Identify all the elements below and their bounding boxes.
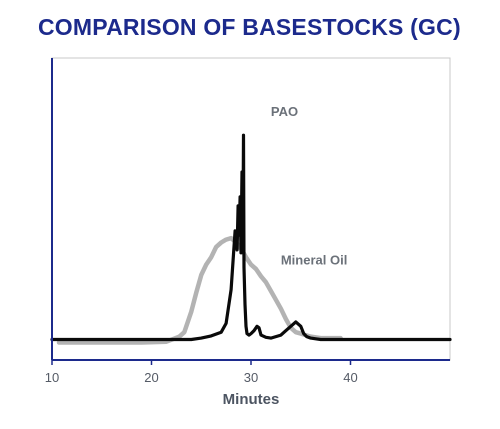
x-tick-label: 40 (343, 370, 357, 385)
mineral-oil-annotation: Mineral Oil (281, 253, 347, 268)
x-tick-label: 30 (244, 370, 258, 385)
chart-title: COMPARISON OF BASESTOCKS (GC) (38, 14, 461, 40)
x-tick-label: 10 (45, 370, 59, 385)
pao-annotation: PAO (271, 104, 298, 119)
pao-series-line (50, 133, 452, 342)
x-axis-label: Minutes (223, 391, 280, 408)
x-tick-label: 20 (144, 370, 158, 385)
plot-frame (51, 57, 451, 361)
